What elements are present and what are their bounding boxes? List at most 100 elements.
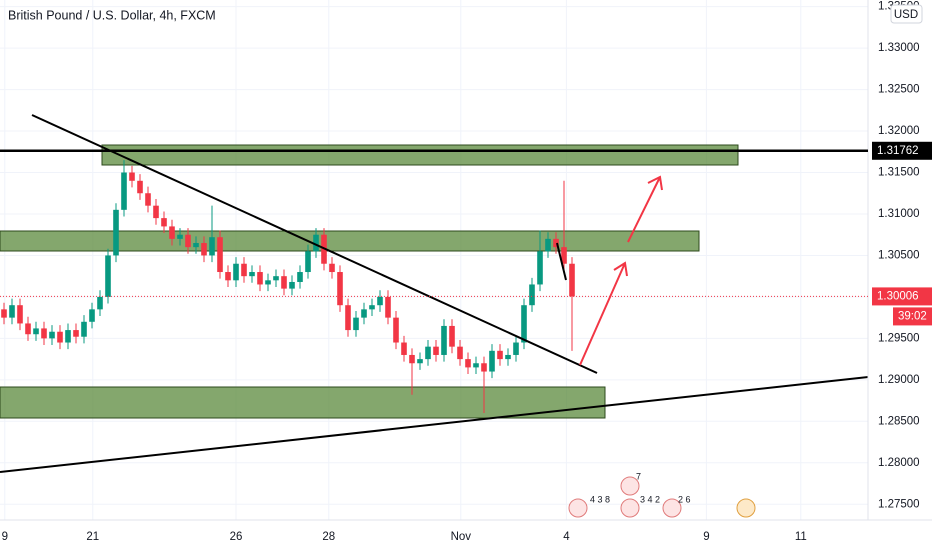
- candle-body: [97, 296, 103, 310]
- y-tick-label: 1.27500: [878, 498, 920, 510]
- currency-button[interactable]: [890, 4, 923, 24]
- candle-body: [73, 330, 79, 337]
- candle-body: [33, 328, 39, 335]
- candle-body: [169, 226, 175, 239]
- candle-body: [553, 238, 559, 248]
- candle-body: [545, 238, 551, 252]
- arrows: [579, 175, 663, 366]
- candle-body: [241, 263, 247, 277]
- candle-body: [473, 363, 479, 368]
- chart-title: British Pound / U.S. Dollar, 4h, FXCM: [8, 8, 216, 22]
- event-icon: [662, 498, 682, 518]
- y-tick-label: 1.29000: [878, 374, 920, 386]
- candle-body: [81, 321, 87, 337]
- candle-body: [433, 346, 439, 355]
- candle-body: [297, 272, 303, 282]
- candle-body: [273, 276, 279, 281]
- candle-body: [89, 309, 95, 322]
- zone: [101, 144, 739, 166]
- level-label: 1.31762: [877, 145, 919, 157]
- candle-body: [401, 342, 407, 355]
- time-axis: [0, 520, 868, 550]
- y-tick-label: 1.28500: [878, 415, 920, 427]
- candle-body: [129, 172, 135, 181]
- candle-body: [329, 263, 335, 273]
- candle-body: [177, 234, 183, 239]
- event-icon: [620, 498, 640, 518]
- candle-body: [289, 281, 295, 289]
- x-tick-label: 28: [322, 531, 335, 543]
- price-axis: [868, 0, 932, 550]
- candle-body: [537, 251, 543, 285]
- candle-body: [105, 255, 111, 297]
- candle-body: [569, 263, 575, 297]
- candle-body: [369, 305, 375, 310]
- candle-body: [265, 280, 271, 285]
- trendline: [0, 369, 932, 473]
- candles: [1, 160, 575, 414]
- level-tag: [872, 141, 932, 160]
- event-label: 3 4 2: [640, 494, 660, 504]
- event-label: 2 6: [678, 494, 691, 504]
- arrow: [579, 261, 628, 366]
- candle-body: [281, 276, 287, 289]
- y-tick-label: 1.29500: [878, 332, 920, 344]
- x-tick-label: 4: [563, 531, 570, 543]
- y-tick-label: 1.30500: [878, 249, 920, 261]
- candle-body: [209, 237, 215, 256]
- candle-body: [49, 331, 55, 339]
- countdown-tag: [893, 307, 932, 326]
- last-price-label: 1.30006: [877, 290, 919, 302]
- candle-body: [65, 330, 71, 343]
- candle-body: [481, 363, 487, 372]
- candle-body: [441, 325, 447, 355]
- candle-body: [305, 251, 311, 273]
- event-icon: [620, 476, 640, 496]
- y-tick-label: 1.28000: [878, 457, 920, 469]
- candle-body: [561, 247, 567, 264]
- x-tick-label: 9: [2, 531, 8, 543]
- candle-body: [17, 305, 23, 324]
- y-tick-label: 1.31500: [878, 167, 920, 179]
- x-tick-label: 11: [795, 531, 807, 543]
- y-tick-label: 1.32500: [878, 84, 920, 96]
- candle-body: [161, 218, 167, 227]
- x-tick-label: 9: [703, 531, 709, 543]
- trendline: [556, 242, 567, 281]
- candle-body: [489, 350, 495, 372]
- countdown: 39:02: [898, 310, 927, 322]
- candle-body: [313, 234, 319, 252]
- candle-body: [233, 263, 239, 281]
- candle-body: [121, 172, 127, 210]
- candle-body: [41, 328, 47, 339]
- candle-body: [521, 305, 527, 343]
- events: 4 3 8 7 3 4 2 2 6: [568, 471, 756, 518]
- candle-body: [185, 234, 191, 248]
- candle-body: [217, 237, 223, 273]
- candle-body: [153, 205, 159, 219]
- candle-body: [529, 284, 535, 306]
- zone: [0, 386, 606, 419]
- arrow: [627, 175, 663, 243]
- trendline: [31, 114, 598, 374]
- currency[interactable]: USD: [894, 9, 918, 21]
- event-label: 7: [636, 471, 641, 481]
- candle-body: [337, 272, 343, 306]
- candle-body: [353, 317, 359, 331]
- candle-body: [25, 323, 31, 335]
- candle-body: [505, 354, 511, 360]
- candle-body: [193, 242, 199, 248]
- x-tick-label: 26: [230, 531, 243, 543]
- y-tick-label: 1.33000: [878, 42, 920, 54]
- candle-body: [257, 272, 263, 285]
- candle-body: [201, 242, 207, 256]
- candle-body: [225, 272, 231, 281]
- candle-body: [361, 309, 367, 318]
- event-icon: [736, 498, 756, 518]
- y-tick-label: 1.32000: [878, 125, 920, 137]
- candle-body: [345, 305, 351, 331]
- zone: [0, 230, 700, 252]
- candle-body: [137, 180, 143, 194]
